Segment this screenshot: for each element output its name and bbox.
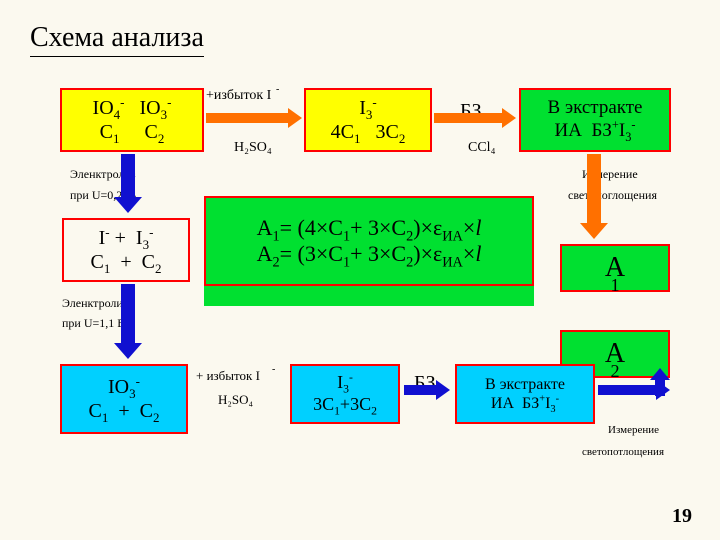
label-h2so4_1: H₂SO₄ <box>234 140 272 156</box>
formula-extension <box>204 286 534 306</box>
box-top1: IO4- IO3-C1 C2 <box>60 88 204 152</box>
label-meas1b: светопоглощения <box>568 188 657 203</box>
label-ccl4: CCl₄ <box>468 140 495 156</box>
label-h2so4_2: H₂SO₄ <box>218 392 253 408</box>
box-bot1: IO3-C1 + C2 <box>60 364 188 434</box>
box-mid1: I- + I3-C1 + C2 <box>62 218 190 282</box>
box-bot2: I3-3C1+3C2 <box>290 364 400 424</box>
page-title: Схема анализа <box>30 22 204 57</box>
box-formula: A1= (4×C1+ 3×C2)×εИА×lA2= (3×C1+ 3×C2)×ε… <box>204 196 534 286</box>
elbow-connector <box>655 380 665 396</box>
box-top2: I3-4C1 3C2 <box>304 88 432 152</box>
label-el2b: при U=1,1 В <box>62 316 125 331</box>
label-meas2b: светопотлощения <box>582 446 664 458</box>
label-excess2a: + избыток I <box>196 368 260 384</box>
box-top3: В экстрактеИА БЗ+I3- <box>519 88 671 152</box>
box-bot3: В экстрактеИА БЗ+I3- <box>455 364 595 424</box>
page-number: 19 <box>672 505 692 528</box>
excess2-sup: - <box>272 364 275 375</box>
box-a1: A1 <box>560 244 670 292</box>
label-excess1: +избыток I <box>206 88 271 104</box>
label-meas2a: Измерение <box>608 424 659 436</box>
label-el2a: Эленктролиз <box>62 296 128 311</box>
excess1-sup: - <box>276 84 279 95</box>
